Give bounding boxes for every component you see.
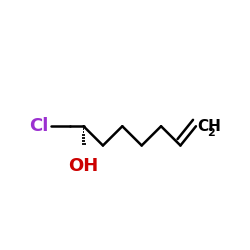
Text: Cl: Cl [29, 117, 49, 135]
Text: CH: CH [197, 119, 221, 134]
Text: OH: OH [68, 157, 99, 175]
Text: 2: 2 [207, 128, 215, 138]
